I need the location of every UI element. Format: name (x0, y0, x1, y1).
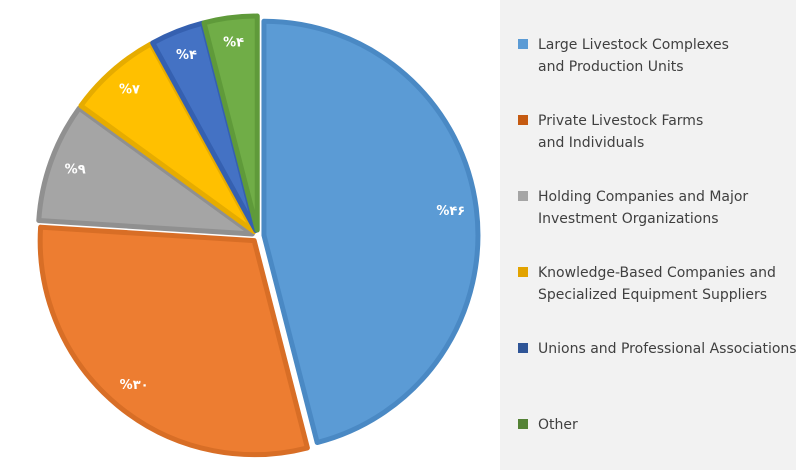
pie-plot-area: %۴۶ %۳۰ %۹ %۷ %۴ %۴ (36, 13, 481, 458)
legend-swatch (518, 115, 528, 125)
pie-slice-label-2: %۳۰ (120, 378, 149, 393)
pie-slice-label-6: %۴ (223, 36, 244, 51)
pie-slice-label-1: %۴۶ (436, 204, 465, 219)
pie-slice-2 (37, 224, 310, 458)
pie-slice-label-5: %۴ (176, 48, 197, 63)
legend-item-6: Other (518, 414, 578, 436)
legend-swatch (518, 343, 528, 353)
legend-item-2: Private Livestock Farms and Individuals (518, 110, 703, 154)
legend-item-5: Unions and Professional Associations (518, 338, 796, 360)
legend-item-1: Large Livestock Complexes and Production… (518, 34, 729, 78)
pie-slice-label-3: %۹ (65, 163, 86, 178)
legend: Large Livestock Complexes and Production… (500, 0, 796, 470)
legend-label: Private Livestock Farms and Individuals (538, 113, 704, 151)
pie-slice-1 (261, 18, 481, 446)
legend-swatch (518, 267, 528, 277)
legend-label: Large Livestock Complexes and Production… (538, 37, 729, 75)
legend-item-3: Holding Companies and Major Investment O… (518, 186, 748, 230)
legend-swatch (518, 419, 528, 429)
legend-swatch (518, 39, 528, 49)
pie-slice-label-4: %۷ (119, 83, 140, 98)
pie-slice-3 (36, 105, 255, 237)
legend-label: Other (538, 417, 578, 433)
legend-label: Unions and Professional Associations (538, 341, 796, 357)
pie-slice-6 (201, 13, 260, 233)
legend-label: Knowledge-Based Companies and Specialize… (538, 265, 776, 303)
legend-label: Holding Companies and Major Investment O… (538, 189, 749, 227)
legend-swatch (518, 191, 528, 201)
legend-item-4: Knowledge-Based Companies and Specialize… (518, 262, 776, 306)
